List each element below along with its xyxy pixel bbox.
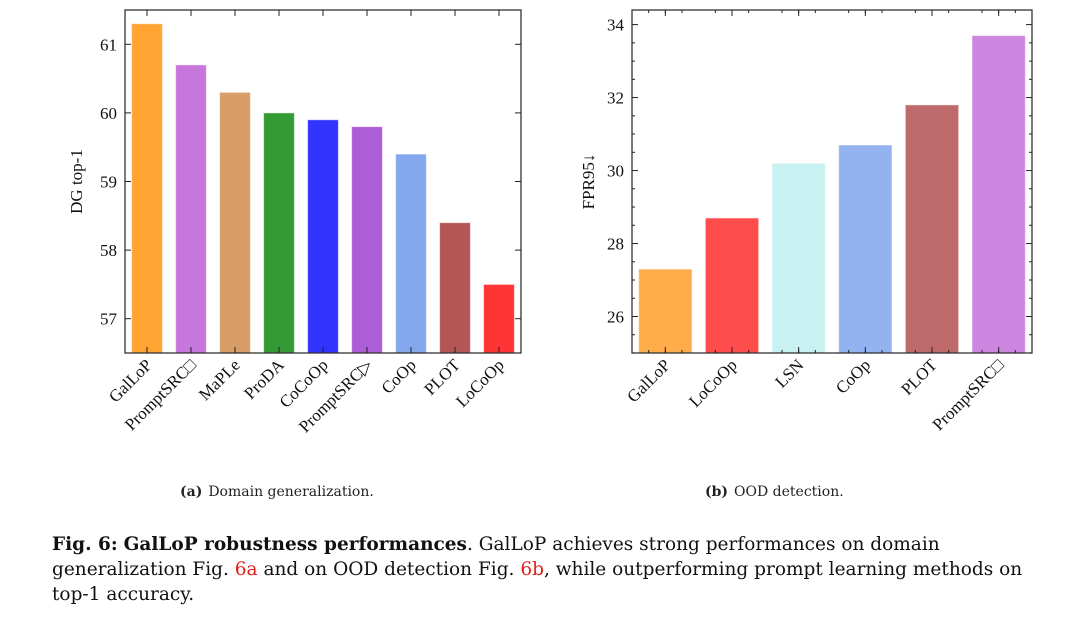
y-tick-label: 32 [607,89,624,108]
caption-ref-6a[interactable]: 6a [234,559,258,580]
x-tick-label: CoOp [378,355,420,397]
y-axis-title: FPR95↓ [579,154,598,210]
subcaption-a-label: (a) [180,484,202,500]
y-tick-label: 26 [607,308,624,327]
chart-ood-detection: 26 28 30 32 34 FPR95↓ GalLoP LoCoOp LSN CoOp PLOTP… [579,9,1033,434]
subcaption-b-text: OOD detection. [734,484,844,500]
caption-ref-6b[interactable]: 6b [520,559,544,580]
caption-text-1: . GalLoP achieves strong performances on… [52,534,940,580]
y-tick-label: 61 [100,35,117,54]
x-tick-label: PromptSRC□ [929,355,1008,434]
bar-plot [439,222,471,354]
subcaption-b: (b) OOD detection. [705,484,844,500]
y-tick-label: 30 [607,162,624,181]
y-tick-label: 59 [100,173,117,192]
subcaption-a-text: Domain generalization. [208,484,373,500]
bar-coop [838,144,893,354]
bar-lsn [771,162,826,354]
bar-promptsrc [351,126,383,354]
x-tick-label: PLOT [897,355,941,399]
y-tick-label: 58 [100,241,117,260]
bar-promptsrc [971,35,1026,354]
x-tick-label: LSN [771,355,807,391]
bar-locoop [704,217,760,354]
bar-coop [395,153,427,354]
bar-maple [219,91,251,354]
y-axis-title: DG top-1 [67,149,86,214]
y-tick-label: 57 [100,310,118,329]
bar-locoop [483,283,515,354]
bar-plot [904,104,960,354]
bar-gallop [638,268,693,354]
y-tick-label: 34 [607,16,625,35]
x-tick-label: CoOp [832,355,874,397]
y-tick-label: 60 [100,104,117,123]
bar-promptsrc [175,64,207,354]
subcaption-a: (a) Domain generalization. [180,484,374,500]
x-tick-label: LoCoOp [452,355,508,411]
caption-fig-label: Fig. 6: [52,534,118,555]
bar-cocoop [307,119,339,354]
figure-caption: Fig. 6: GalLoP robustness performances. … [52,532,1062,607]
y-tick-label: 28 [607,235,624,254]
subcaption-b-label: (b) [705,484,728,500]
caption-title: GalLoP robustness performances [123,534,467,555]
bar-gallop [131,23,163,354]
figure-canvas: 57 58 59 60 61 DG top-1 GalLoP PromptSRC□ MaPLe P… [67,9,1033,500]
x-tick-label: GalLoP [623,355,674,406]
caption-text-3: , while outperforming prompt learning me… [52,559,1023,605]
x-tick-label: LoCoOp [685,355,741,411]
caption-text-2: and on OOD detection Fig. [257,559,521,580]
x-tick-label: MaPLe [195,355,244,404]
bar-proda [263,112,295,354]
plot-frame [631,9,1033,354]
